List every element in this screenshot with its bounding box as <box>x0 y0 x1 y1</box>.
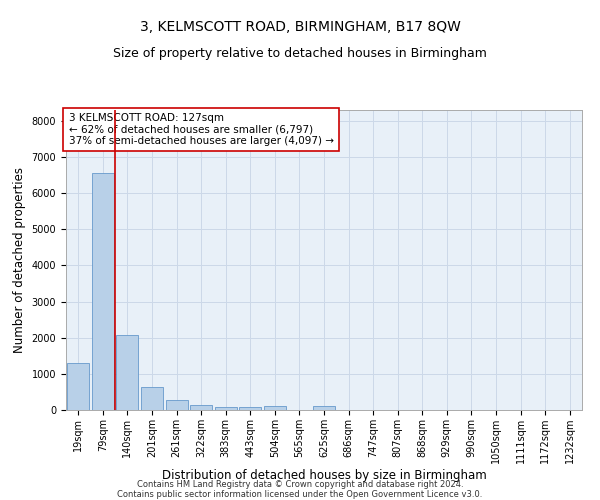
Bar <box>264 406 286 410</box>
Bar <box>166 400 188 410</box>
Y-axis label: Number of detached properties: Number of detached properties <box>13 167 26 353</box>
Bar <box>67 363 89 410</box>
Bar <box>116 335 139 410</box>
Bar <box>92 174 114 410</box>
Bar <box>141 387 163 410</box>
Bar <box>190 405 212 410</box>
Text: 3, KELMSCOTT ROAD, BIRMINGHAM, B17 8QW: 3, KELMSCOTT ROAD, BIRMINGHAM, B17 8QW <box>140 20 460 34</box>
X-axis label: Distribution of detached houses by size in Birmingham: Distribution of detached houses by size … <box>161 468 487 481</box>
Text: Size of property relative to detached houses in Birmingham: Size of property relative to detached ho… <box>113 48 487 60</box>
Bar <box>313 406 335 410</box>
Bar <box>239 408 262 410</box>
Text: Contains HM Land Registry data © Crown copyright and database right 2024.
Contai: Contains HM Land Registry data © Crown c… <box>118 480 482 500</box>
Bar <box>215 406 237 410</box>
Text: 3 KELMSCOTT ROAD: 127sqm
← 62% of detached houses are smaller (6,797)
37% of sem: 3 KELMSCOTT ROAD: 127sqm ← 62% of detach… <box>68 113 334 146</box>
